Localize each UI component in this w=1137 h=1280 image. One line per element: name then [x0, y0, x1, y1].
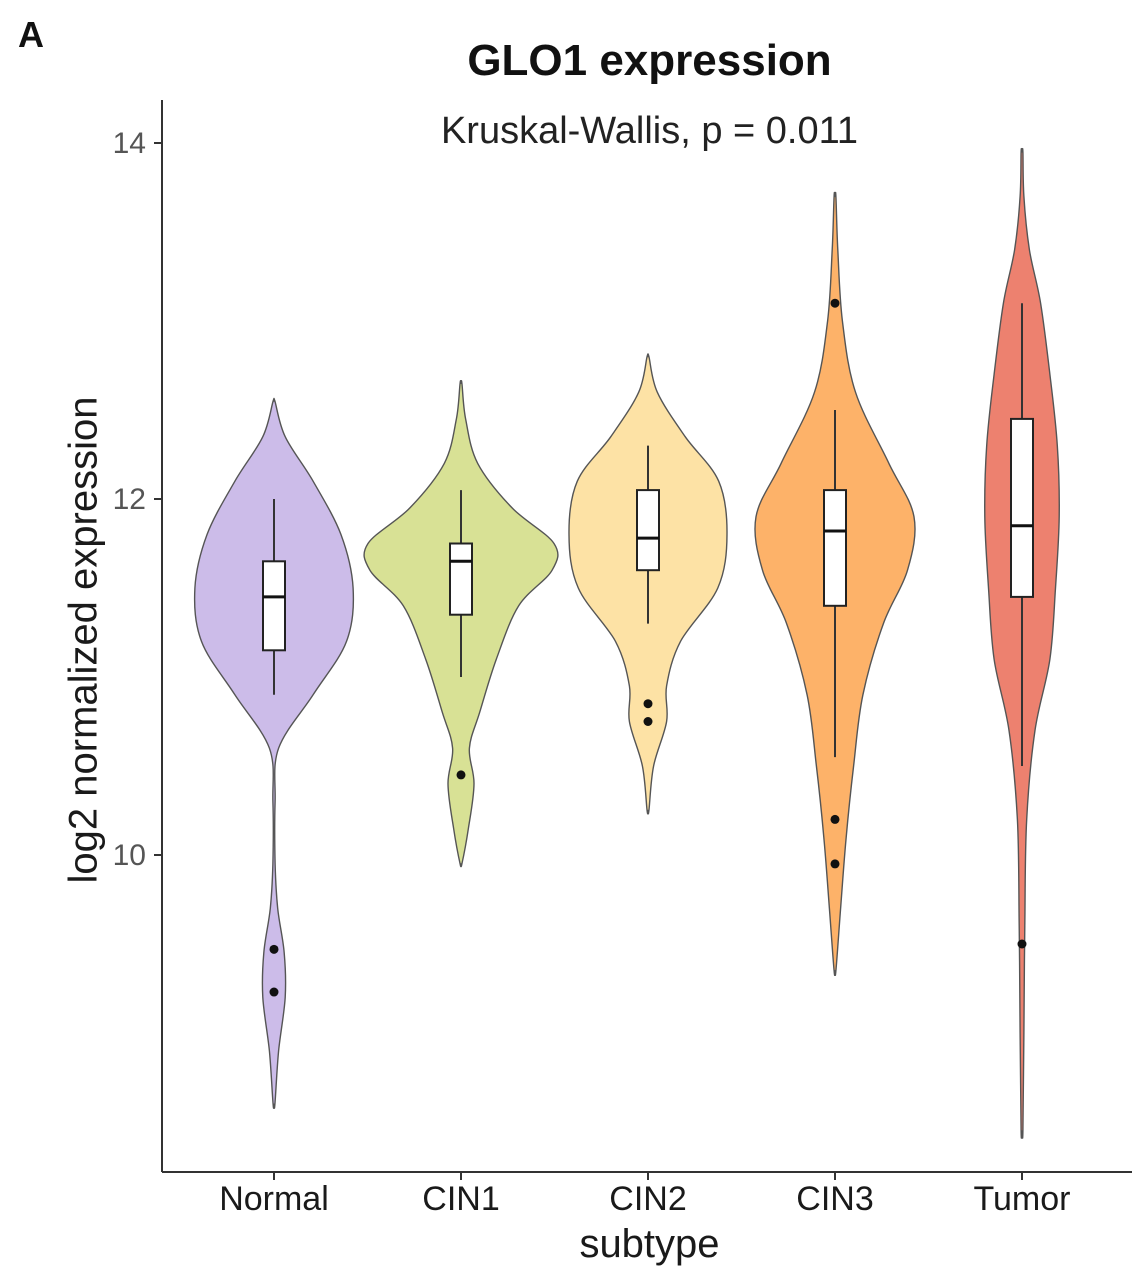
outlier-normal-0: [269, 944, 279, 954]
box-cin1: [449, 542, 473, 616]
outlier-cin2-0: [643, 699, 653, 709]
x-tick-label-cin1: CIN1: [422, 1180, 499, 1218]
box-cin2: [636, 489, 660, 572]
y-tick-label-14: 14: [113, 127, 146, 160]
x-axis-label: subtype: [579, 1222, 720, 1266]
outlier-normal-1: [269, 987, 279, 997]
axes: Normal CIN1 CIN2 CIN3 Tumor 10 12 14: [113, 100, 1132, 1218]
x-tick-label-cin3: CIN3: [796, 1180, 873, 1218]
box-tumor: [1010, 417, 1034, 598]
panel-letter: A: [18, 14, 44, 55]
box-cin3: [823, 489, 847, 607]
chart-subtitle: Kruskal-Wallis, p = 0.011: [440, 110, 859, 152]
chart-title: GLO1 expression: [467, 36, 832, 85]
outlier-cin2-1: [643, 717, 653, 726]
y-tick-label-12: 12: [113, 483, 146, 516]
outlier-cin3-2: [830, 859, 840, 869]
x-tick-label-tumor: Tumor: [974, 1180, 1071, 1218]
outlier-cin1-0: [456, 770, 466, 780]
outlier-cin3-0: [830, 298, 840, 308]
outlier-tumor-0: [1017, 939, 1027, 949]
box-normal: [262, 560, 286, 652]
outlier-cin3-1: [830, 814, 840, 824]
y-tick-label-10: 10: [113, 839, 146, 872]
plot-marks: [193, 147, 1060, 1139]
x-tick-label-normal: Normal: [219, 1180, 329, 1218]
x-tick-label-cin2: CIN2: [609, 1180, 686, 1218]
violin-normal: [193, 397, 355, 1109]
